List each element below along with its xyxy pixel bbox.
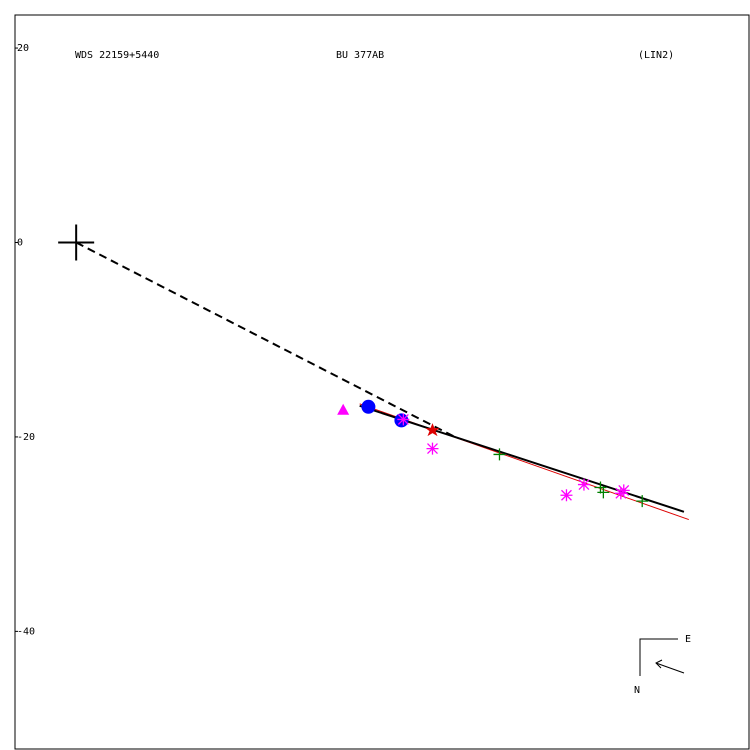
- data-point: [361, 399, 376, 414]
- data-point: [636, 495, 649, 508]
- annotation: (LIN2): [638, 50, 674, 61]
- asterisk: [397, 413, 410, 426]
- data-point: [337, 403, 350, 415]
- circle: [361, 399, 376, 414]
- plus: [597, 486, 610, 499]
- y-tick-label: -40: [17, 626, 35, 637]
- fit-line: [359, 404, 685, 513]
- compass-arrow: [655, 662, 685, 674]
- circle: [394, 413, 409, 428]
- triangle: [337, 403, 350, 415]
- y-tick-label: 0: [17, 237, 23, 248]
- data-point: [397, 413, 410, 426]
- data-point: [597, 486, 610, 499]
- y-tick-label: 20: [17, 43, 29, 54]
- data-point: [577, 478, 590, 491]
- cross: [58, 224, 95, 261]
- data-point: [425, 423, 440, 437]
- data-point: [493, 448, 506, 461]
- asterisk: [617, 484, 630, 497]
- data-point: [594, 481, 607, 494]
- chart-title: WDS 22159+5440: [75, 50, 159, 61]
- asterisk: [560, 489, 573, 502]
- asterisk: [577, 478, 590, 491]
- compass-north: N: [634, 685, 640, 696]
- plus: [493, 448, 506, 461]
- data-point: [58, 224, 95, 261]
- data-point: [394, 413, 409, 428]
- asterisk: [426, 442, 439, 455]
- dashed-line: [75, 241, 456, 438]
- data-point: [617, 484, 630, 497]
- subtitle: BU 377AB: [336, 50, 384, 61]
- plus: [594, 481, 607, 494]
- compass: E N: [634, 634, 691, 696]
- compass-axes: [639, 638, 678, 676]
- compass-arrowhead: [655, 659, 663, 669]
- compass-east: E: [685, 634, 691, 645]
- plus: [636, 495, 649, 508]
- star: [425, 423, 440, 437]
- data-point: [426, 442, 439, 455]
- plot-frame: [14, 14, 750, 750]
- y-tick-label: -20: [17, 432, 35, 443]
- data-point: [560, 489, 573, 502]
